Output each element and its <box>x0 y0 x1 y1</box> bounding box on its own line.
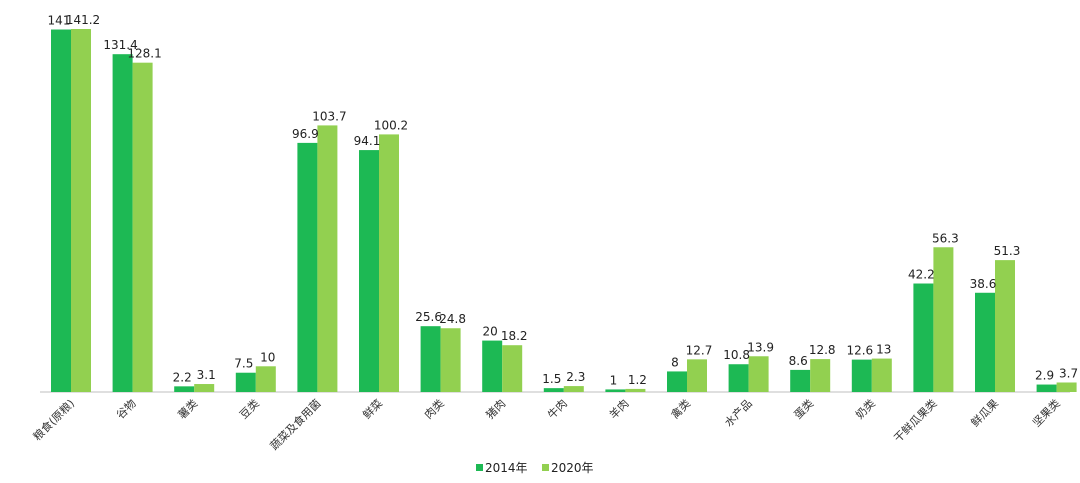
category-label-0: 粮食(原粮) <box>30 396 77 443</box>
bar-2014-7 <box>482 340 503 392</box>
legend-label-1: 2020年 <box>551 461 594 475</box>
value-label-2020-14: 56.3 <box>932 231 959 245</box>
value-label-2020-7: 18.2 <box>501 329 528 343</box>
bar-2020-0 <box>71 29 91 392</box>
value-label-2014-12: 8.6 <box>789 354 808 368</box>
value-label-2014-11: 10.8 <box>723 348 750 362</box>
bar-2014-15 <box>975 292 995 392</box>
value-label-2020-3: 10 <box>260 350 275 364</box>
value-label-2020-11: 13.9 <box>747 340 774 354</box>
value-label-2020-4: 103.7 <box>312 109 346 123</box>
bar-2014-14 <box>913 283 934 392</box>
value-label-2014-13: 12.6 <box>846 344 873 358</box>
value-label-2020-2: 3.1 <box>197 368 216 382</box>
bar-2020-8 <box>563 386 584 392</box>
bar-2020-10 <box>687 359 707 392</box>
bar-2014-12 <box>790 369 811 392</box>
bar-2020-6 <box>440 328 461 392</box>
category-label-5: 鲜菜 <box>360 396 385 421</box>
value-label-2020-9: 1.2 <box>628 373 647 387</box>
value-label-2014-2: 2.2 <box>173 370 192 384</box>
value-label-2014-3: 7.5 <box>234 357 253 371</box>
value-label-2014-1: 131.4 <box>103 38 137 52</box>
bar-2014-1 <box>112 54 133 392</box>
bar-2014-5 <box>359 150 379 392</box>
value-label-2020-0: 141.2 <box>66 13 100 27</box>
bar-2020-16 <box>1056 382 1077 392</box>
value-label-2014-15: 38.6 <box>970 277 997 291</box>
value-label-2020-12: 12.8 <box>809 343 836 357</box>
bar-2014-9 <box>605 389 626 392</box>
category-label-16: 坚果类 <box>1029 396 1062 429</box>
category-label-10: 禽类 <box>668 396 693 421</box>
legend: 2014年 2020年 <box>476 461 594 475</box>
bar-2014-11 <box>728 364 749 392</box>
category-label-4: 蔬菜及食用菌 <box>267 396 324 453</box>
legend-swatch-0 <box>476 464 483 471</box>
bar-2014-3 <box>235 372 256 392</box>
bar-2020-4 <box>317 125 338 392</box>
value-label-2014-4: 96.9 <box>292 127 319 141</box>
bar-2014-8 <box>543 388 564 392</box>
value-label-2020-6: 24.8 <box>439 312 466 326</box>
value-label-2020-10: 12.7 <box>686 343 713 357</box>
value-label-2020-5: 100.2 <box>374 118 408 132</box>
category-label-15: 鲜瓜果 <box>968 396 1001 429</box>
value-label-2014-6: 25.6 <box>415 310 442 324</box>
bar-2014-0 <box>51 29 71 393</box>
value-label-2014-5: 94.1 <box>354 134 381 148</box>
category-label-8: 牛肉 <box>544 396 569 421</box>
value-label-2020-15: 51.3 <box>994 244 1021 258</box>
bar-2014-13 <box>851 359 872 392</box>
value-label-2020-8: 2.3 <box>566 370 585 384</box>
category-label-12: 蛋类 <box>791 396 816 421</box>
value-label-2020-1: 128.1 <box>127 47 161 61</box>
category-label-13: 奶类 <box>852 396 877 421</box>
category-label-9: 羊肉 <box>606 396 631 421</box>
value-label-2020-13: 13 <box>876 343 891 357</box>
bar-2020-15 <box>995 260 1015 392</box>
value-label-2014-0: 141 <box>48 14 71 28</box>
category-label-3: 豆类 <box>236 396 261 421</box>
bar-2014-10 <box>667 371 687 392</box>
bar-2020-9 <box>625 388 646 392</box>
category-label-11: 水产品 <box>721 396 754 429</box>
bar-2020-7 <box>502 345 523 392</box>
legend-label-0: 2014年 <box>485 461 528 475</box>
value-label-2014-9: 1 <box>610 373 618 387</box>
category-label-14: 干鲜瓜果类 <box>891 396 940 445</box>
bar-2020-1 <box>132 62 153 392</box>
category-labels-group: 粮食(原粮) 谷物 薯类 豆类 蔬菜及食用菌 鲜菜 肉类 猪肉 牛肉 羊肉 禽类 水产品 蛋类 奶类 干鲜瓜… <box>30 396 1063 453</box>
bar-2020-5 <box>379 134 399 392</box>
value-label-2014-8: 1.5 <box>542 372 561 386</box>
bars-group <box>51 29 1077 393</box>
bar-2020-2 <box>194 384 215 392</box>
bar-2020-12 <box>810 359 831 392</box>
bar-2020-11 <box>748 356 769 392</box>
value-label-2020-16: 3.7 <box>1059 366 1078 380</box>
value-label-2014-10: 8 <box>671 355 679 369</box>
bar-2020-13 <box>871 358 892 392</box>
legend-swatch-1 <box>542 464 549 471</box>
value-label-2014-16: 2.9 <box>1035 369 1054 383</box>
value-label-2014-14: 42.2 <box>908 268 935 282</box>
bar-2014-6 <box>420 326 441 392</box>
category-label-1: 谷物 <box>113 396 138 421</box>
bar-2014-4 <box>297 142 318 392</box>
category-label-2: 薯类 <box>175 396 200 421</box>
bar-2014-2 <box>174 386 195 392</box>
bar-2020-14 <box>933 247 954 392</box>
bar-2020-3 <box>255 366 276 392</box>
category-label-6: 肉类 <box>421 396 446 421</box>
bar-2014-16 <box>1036 384 1057 392</box>
value-label-2014-7: 20 <box>483 325 498 339</box>
category-label-7: 猪肉 <box>484 397 509 422</box>
